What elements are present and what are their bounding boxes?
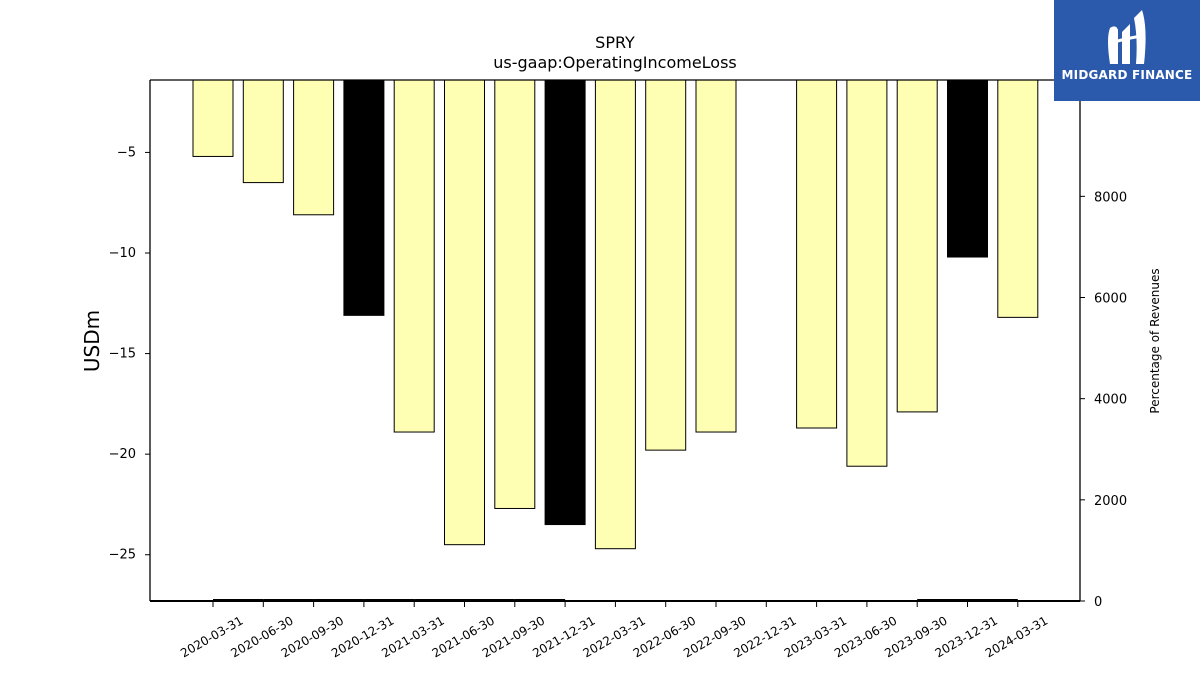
bar-2020-12-31 (343, 79, 385, 316)
bar-2024-03-31 (997, 79, 1039, 318)
y2-tick-label: 8000 (1094, 190, 1127, 205)
y2-tick-label: 6000 (1094, 292, 1127, 307)
logo-mark-icon (1108, 10, 1146, 64)
y2-tick-label: 4000 (1094, 393, 1127, 408)
bar-2022-06-30 (645, 79, 687, 451)
bar-2023-12-31 (947, 79, 988, 258)
y-tick-label: −5 (117, 145, 136, 160)
bar-2022-09-30 (695, 79, 737, 433)
bar-2021-06-30 (444, 79, 485, 546)
bar-2021-03-31 (393, 79, 435, 433)
bar-2021-09-30 (494, 79, 536, 509)
bar-2020-03-31 (192, 79, 234, 157)
y-tick-label: −10 (109, 246, 136, 261)
y2-axis-label: Percentage of Revenues (1148, 268, 1162, 413)
y-tick-label: −20 (109, 447, 136, 462)
bar-2021-12-31 (544, 79, 586, 526)
bar-2020-09-30 (293, 79, 335, 216)
y2-tick-label: 0 (1094, 595, 1102, 610)
y-axis-label: USDm (80, 310, 104, 372)
y2-tick-label: 2000 (1094, 494, 1127, 509)
bar-2020-06-30 (242, 79, 284, 184)
bar-2023-06-30 (846, 79, 888, 467)
y-tick-label: −25 (109, 548, 136, 563)
midgard-finance-logo: MIDGARD FINANCE (1054, 0, 1200, 101)
bars-group (192, 79, 1039, 550)
bar-2022-03-31 (594, 79, 636, 550)
y-tick-label: −15 (109, 347, 136, 362)
chart-subtitle: us-gaap:OperatingIncomeLoss (493, 53, 737, 72)
logo-text: MIDGARD FINANCE (1061, 68, 1193, 82)
bar-2023-03-31 (796, 79, 838, 429)
bar-2023-09-30 (896, 79, 938, 413)
chart-title: SPRY (595, 33, 635, 52)
